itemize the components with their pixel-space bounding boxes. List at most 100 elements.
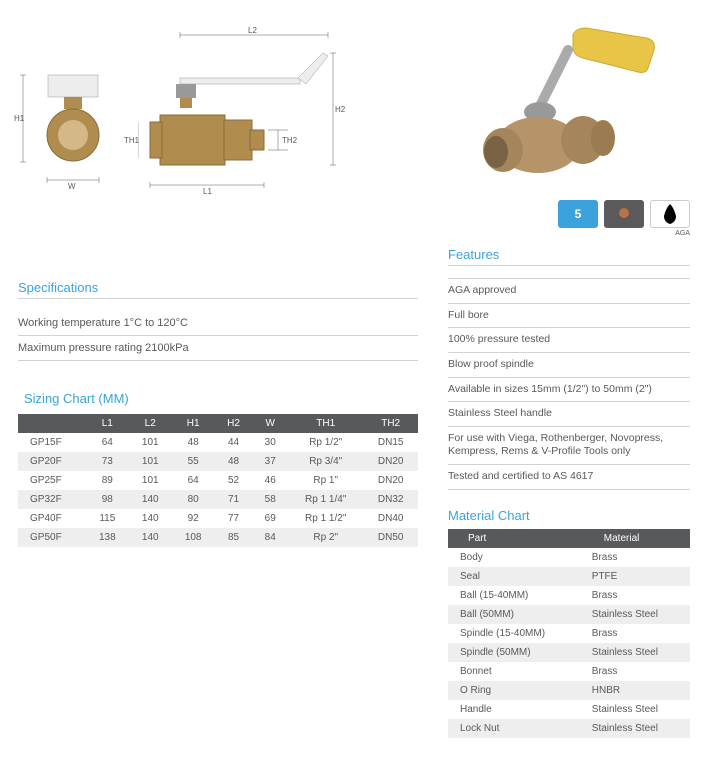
feature-line: 100% pressure tested [448, 328, 690, 353]
material-table: PartMaterial BodyBrassSealPTFEBall (15-4… [448, 529, 690, 738]
table-header: L2 [129, 414, 172, 433]
table-cell: DN50 [363, 528, 418, 547]
table-row: BonnetBrass [448, 662, 690, 681]
table-cell: PTFE [584, 567, 690, 586]
table-cell: Seal [448, 567, 584, 586]
table-cell: 46 [252, 471, 288, 490]
table-cell: Lock Nut [448, 719, 584, 738]
table-cell: Rp 2" [288, 528, 363, 547]
table-cell: 140 [129, 490, 172, 509]
table-cell: 71 [215, 490, 253, 509]
table-cell: 52 [215, 471, 253, 490]
feature-line: For use with Viega, Rothenberger, Novopr… [448, 427, 690, 465]
table-row: GP25F89101645246Rp 1"DN20 [18, 471, 418, 490]
table-row: GP32F98140807158Rp 1 1/4"DN32 [18, 490, 418, 509]
table-cell: 84 [252, 528, 288, 547]
diagram-front-view: H1 W [18, 20, 118, 200]
table-cell: Ball (15-40MM) [448, 586, 584, 605]
right-column: 5 AGA Features AGA approvedFull bore100%… [448, 20, 690, 738]
table-cell: Rp 1 1/4" [288, 490, 363, 509]
dim-h1: H1 [14, 114, 24, 123]
table-header: L1 [86, 414, 129, 433]
table-row: GP50F1381401088584Rp 2"DN50 [18, 528, 418, 547]
table-cell: 64 [86, 433, 129, 452]
table-row: GP40F115140927769Rp 1 1/2"DN40 [18, 509, 418, 528]
table-cell: Stainless Steel [584, 719, 690, 738]
table-cell: 115 [86, 509, 129, 528]
dim-w: W [68, 182, 76, 191]
table-cell: 89 [86, 471, 129, 490]
table-cell: 55 [172, 452, 215, 471]
table-cell: Brass [584, 662, 690, 681]
dim-th2: TH2 [282, 136, 297, 145]
warranty-badge: 5 [558, 200, 598, 228]
table-header: Part [448, 529, 584, 548]
table-cell: 48 [215, 452, 253, 471]
table-cell: DN40 [363, 509, 418, 528]
feature-line: Full bore [448, 304, 690, 329]
table-cell: HNBR [584, 681, 690, 700]
table-cell: Brass [584, 586, 690, 605]
dim-l2: L2 [248, 26, 257, 35]
dim-l1: L1 [203, 187, 212, 196]
sizing-table: L1L2H1H2WTH1TH2 GP15F64101484430Rp 1/2"D… [18, 414, 418, 547]
aga-badge [650, 200, 690, 228]
features-title: Features [448, 247, 690, 262]
spec-line: Working temperature 1°C to 120°C [18, 311, 418, 336]
table-cell: 98 [86, 490, 129, 509]
table-row: Ball (50MM)Stainless Steel [448, 605, 690, 624]
feature-line: Available in sizes 15mm (1/2") to 50mm (… [448, 378, 690, 403]
sizing-section: Sizing Chart (MM) L1L2H1H2WTH1TH2 GP15F6… [18, 391, 418, 547]
table-cell: 101 [129, 433, 172, 452]
table-header: H1 [172, 414, 215, 433]
table-header: H2 [215, 414, 253, 433]
table-cell: 30 [252, 433, 288, 452]
table-cell: GP20F [18, 452, 86, 471]
table-cell: Ball (50MM) [448, 605, 584, 624]
feature-line: Stainless Steel handle [448, 402, 690, 427]
table-cell: GP40F [18, 509, 86, 528]
table-cell: 101 [129, 471, 172, 490]
table-cell: 108 [172, 528, 215, 547]
table-cell: Spindle (15-40MM) [448, 624, 584, 643]
table-cell: Spindle (50MM) [448, 643, 584, 662]
dim-h2: H2 [335, 105, 345, 114]
table-row: GP15F64101484430Rp 1/2"DN15 [18, 433, 418, 452]
feature-line: AGA approved [448, 278, 690, 304]
table-cell: 69 [252, 509, 288, 528]
diagram-side-view: L2 L1 H2 TH1 TH2 [138, 20, 338, 200]
table-row: Lock NutStainless Steel [448, 719, 690, 738]
certification-badges: 5 [448, 200, 690, 228]
table-row: O RingHNBR [448, 681, 690, 700]
product-photo [468, 20, 668, 200]
feature-line: Tested and certified to AS 4617 [448, 465, 690, 490]
table-cell: 140 [129, 509, 172, 528]
table-cell: DN32 [363, 490, 418, 509]
table-cell: GP50F [18, 528, 86, 547]
table-cell: 37 [252, 452, 288, 471]
table-cell: DN20 [363, 452, 418, 471]
dim-th1: TH1 [124, 136, 139, 145]
copper-press-badge [604, 200, 644, 228]
table-row: Spindle (15-40MM)Brass [448, 624, 690, 643]
feature-line: Blow proof spindle [448, 353, 690, 378]
table-cell: Rp 1" [288, 471, 363, 490]
aga-label: AGA [448, 230, 690, 237]
table-cell: Stainless Steel [584, 643, 690, 662]
table-cell: 64 [172, 471, 215, 490]
table-header: Material [584, 529, 690, 548]
table-header: TH1 [288, 414, 363, 433]
table-header: TH2 [363, 414, 418, 433]
sizing-title: Sizing Chart (MM) [24, 391, 418, 406]
table-cell: 92 [172, 509, 215, 528]
table-row: HandleStainless Steel [448, 700, 690, 719]
table-cell: 77 [215, 509, 253, 528]
specifications-title: Specifications [18, 280, 418, 295]
table-row: SealPTFE [448, 567, 690, 586]
table-cell: DN20 [363, 471, 418, 490]
table-cell: 138 [86, 528, 129, 547]
features-section: Features AGA approvedFull bore100% press… [448, 247, 690, 490]
table-cell: GP32F [18, 490, 86, 509]
left-column: H1 W [18, 20, 418, 738]
material-section: Material Chart PartMaterial BodyBrassSea… [448, 508, 690, 738]
